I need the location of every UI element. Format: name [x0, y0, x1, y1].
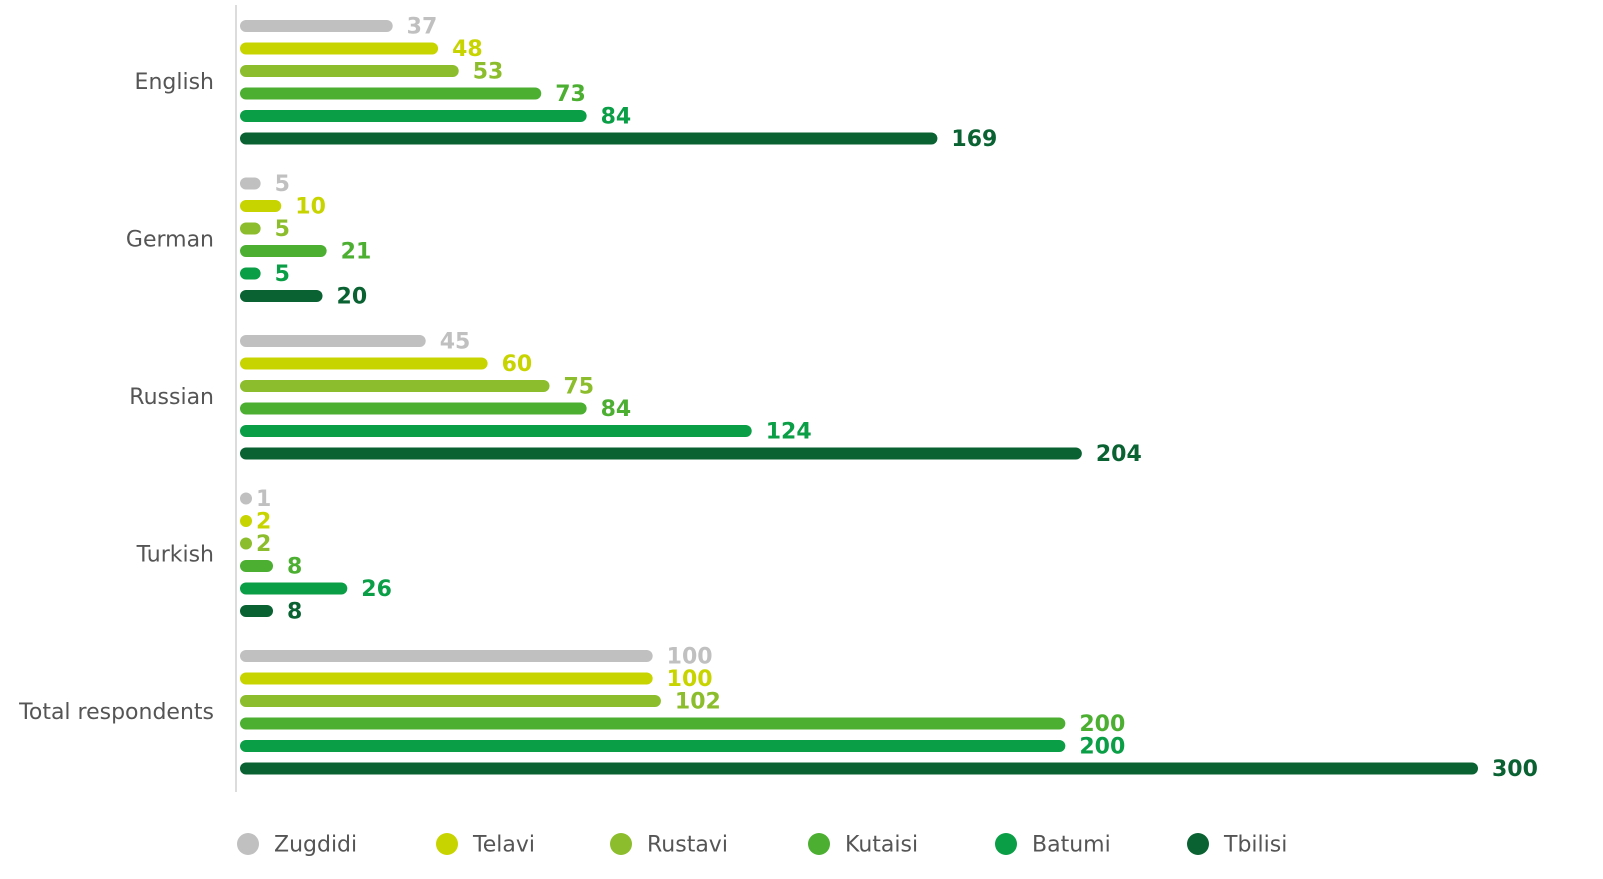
legend-label-telavi: Telavi — [472, 833, 535, 858]
bar-batumi — [240, 582, 348, 595]
legend-label-rustavi: Rustavi — [647, 833, 728, 858]
data-label: 169 — [951, 127, 997, 152]
bar-rustavi — [240, 65, 459, 77]
data-label: 45 — [440, 330, 471, 355]
bar-zugdidi — [240, 335, 426, 347]
bar-tbilisi — [240, 605, 274, 617]
data-label: 1 — [256, 487, 271, 512]
bar-kutaisi — [240, 87, 542, 100]
data-label: 84 — [601, 105, 632, 130]
legend-label-tbilisi: Tbilisi — [1223, 833, 1287, 858]
bar-telavi — [240, 672, 653, 685]
data-label: 84 — [601, 397, 632, 422]
bar-batumi — [240, 110, 587, 122]
bar-batumi — [240, 740, 1066, 752]
bar-rustavi — [240, 537, 252, 550]
bar-telavi — [240, 515, 252, 527]
bar-rustavi — [240, 380, 550, 392]
data-label: 5 — [275, 262, 290, 287]
bar-rustavi — [240, 695, 661, 707]
category-label: English — [135, 70, 214, 95]
bar-kutaisi — [240, 717, 1066, 730]
data-label: 2 — [256, 510, 271, 535]
data-label: 204 — [1096, 442, 1142, 467]
bar-zugdidi — [240, 20, 393, 32]
data-label: 5 — [275, 217, 290, 242]
legend-marker-telavi — [436, 833, 458, 855]
data-label: 100 — [667, 667, 713, 692]
legend-marker-tbilisi — [1187, 833, 1209, 855]
category-label: Turkish — [136, 542, 214, 567]
legend-marker-batumi — [995, 833, 1017, 855]
data-label: 5 — [275, 172, 290, 197]
data-label: 124 — [766, 420, 812, 445]
category-label: German — [126, 227, 214, 252]
bar-telavi — [240, 42, 439, 55]
bar-tbilisi — [240, 762, 1478, 775]
legend-marker-zugdidi — [237, 833, 259, 855]
bar-tbilisi — [240, 290, 323, 302]
bar-zugdidi — [240, 492, 252, 505]
bar-tbilisi — [240, 132, 938, 145]
data-label: 8 — [287, 555, 302, 580]
bar-kutaisi — [240, 402, 587, 415]
data-label: 73 — [555, 82, 586, 107]
bar-zugdidi — [240, 650, 653, 662]
bar-batumi — [240, 425, 752, 437]
bar-rustavi — [240, 222, 261, 235]
bar-batumi — [240, 267, 261, 280]
legend-marker-kutaisi — [808, 833, 830, 855]
data-label: 26 — [361, 577, 392, 602]
data-label: 75 — [564, 375, 595, 400]
legend-marker-rustavi — [610, 833, 632, 855]
bar-telavi — [240, 200, 282, 212]
bar-kutaisi — [240, 560, 274, 572]
bar-kutaisi — [240, 245, 327, 257]
data-label: 60 — [502, 352, 533, 377]
data-label: 102 — [675, 690, 721, 715]
data-label: 2 — [256, 532, 271, 557]
data-label: 200 — [1079, 712, 1125, 737]
legend-label-batumi: Batumi — [1032, 833, 1111, 858]
data-label: 20 — [337, 285, 368, 310]
bar-zugdidi — [240, 177, 261, 190]
legend-label-zugdidi: Zugdidi — [274, 833, 357, 858]
data-label: 8 — [287, 600, 302, 625]
data-label: 200 — [1079, 735, 1125, 760]
data-label: 300 — [1492, 757, 1538, 782]
data-label: 100 — [667, 645, 713, 670]
bar-telavi — [240, 357, 488, 370]
data-label: 21 — [341, 240, 372, 265]
legend-label-kutaisi: Kutaisi — [845, 833, 918, 858]
category-label: Russian — [129, 385, 214, 410]
bar-tbilisi — [240, 447, 1082, 460]
data-label: 53 — [473, 60, 504, 85]
data-label: 37 — [407, 15, 438, 40]
category-label: Total respondents — [18, 700, 214, 725]
data-label: 48 — [452, 37, 483, 62]
data-label: 10 — [295, 195, 326, 220]
